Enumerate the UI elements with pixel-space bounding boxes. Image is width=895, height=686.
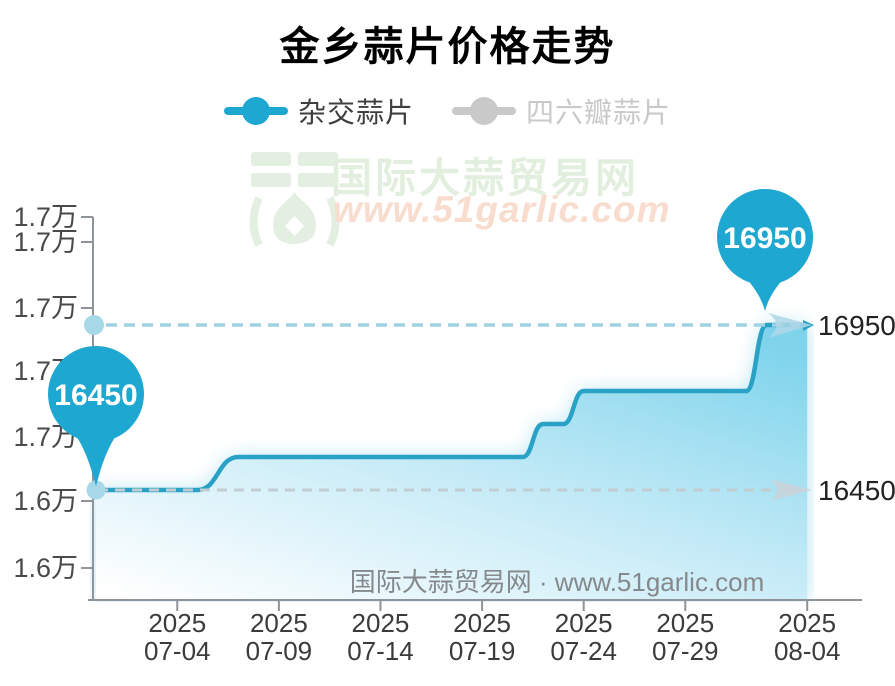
y-tick-label: 1.7万 xyxy=(13,227,78,257)
x-tick-label-year: 2025 xyxy=(555,608,613,638)
series-layer xyxy=(93,313,814,600)
marker-dot-low xyxy=(86,480,106,500)
markline-value-label-high: 16950 xyxy=(818,310,895,341)
x-tick-label-year: 2025 xyxy=(250,608,308,638)
markline-value-label-low: 16450 xyxy=(818,475,895,506)
x-tick-label-date: 07-09 xyxy=(246,636,313,666)
arrow-right-icon-high xyxy=(768,313,812,338)
marker-dot-high xyxy=(84,315,104,335)
x-tick-label-date: 07-14 xyxy=(347,636,414,666)
arrow-right-icon-low xyxy=(770,479,812,501)
x-tick-label-year: 2025 xyxy=(148,608,206,638)
y-tick-label: 1.7万 xyxy=(13,293,78,323)
legend-label: 四六瓣蒜片 xyxy=(526,97,672,128)
legend: 杂交蒜片 四六瓣蒜片 xyxy=(0,92,895,130)
legend-item-four-six-clove-slice[interactable]: 四六瓣蒜片 xyxy=(452,91,671,131)
x-tick-label-date: 08-04 xyxy=(774,636,841,666)
balloon-marker-16950 xyxy=(717,189,813,285)
footer-watermark-text: 国际大蒜贸易网 · www.51garlic.com xyxy=(350,567,765,597)
legend-item-hybrid-garlic-slice[interactable]: 杂交蒜片 xyxy=(223,91,414,131)
x-tick-label-year: 2025 xyxy=(352,608,410,638)
x-tick-label-year: 2025 xyxy=(453,608,511,638)
x-tick-label-date: 07-19 xyxy=(449,636,516,666)
balloon-marker-16450 xyxy=(48,346,144,442)
balloon-label-end: 16950 xyxy=(723,222,806,255)
x-tick-label-year: 2025 xyxy=(778,608,836,638)
y-tick-label: 1.7万 xyxy=(13,202,78,232)
legend-label: 杂交蒜片 xyxy=(297,97,414,128)
x-tick-label-date: 07-29 xyxy=(652,636,719,666)
balloon-label-start: 16450 xyxy=(54,379,137,412)
series-area xyxy=(96,325,808,600)
axes-layer: 1.7万1.7万1.7万1.7万1.7万1.6万1.6万202507-04202… xyxy=(13,202,862,666)
series-line xyxy=(93,322,810,493)
y-tick-label: 1.6万 xyxy=(13,553,78,583)
x-tick-label-date: 07-04 xyxy=(144,636,211,666)
line-dot-legend-icon xyxy=(223,97,288,125)
x-tick-label-date: 07-24 xyxy=(550,636,617,666)
page-title: 金乡蒜片价格走势 xyxy=(279,25,616,69)
markers-layer xyxy=(48,189,813,500)
y-tick-label: 1.6万 xyxy=(13,486,78,516)
line-dot-legend-icon xyxy=(452,97,516,125)
x-tick-label-year: 2025 xyxy=(656,608,714,638)
